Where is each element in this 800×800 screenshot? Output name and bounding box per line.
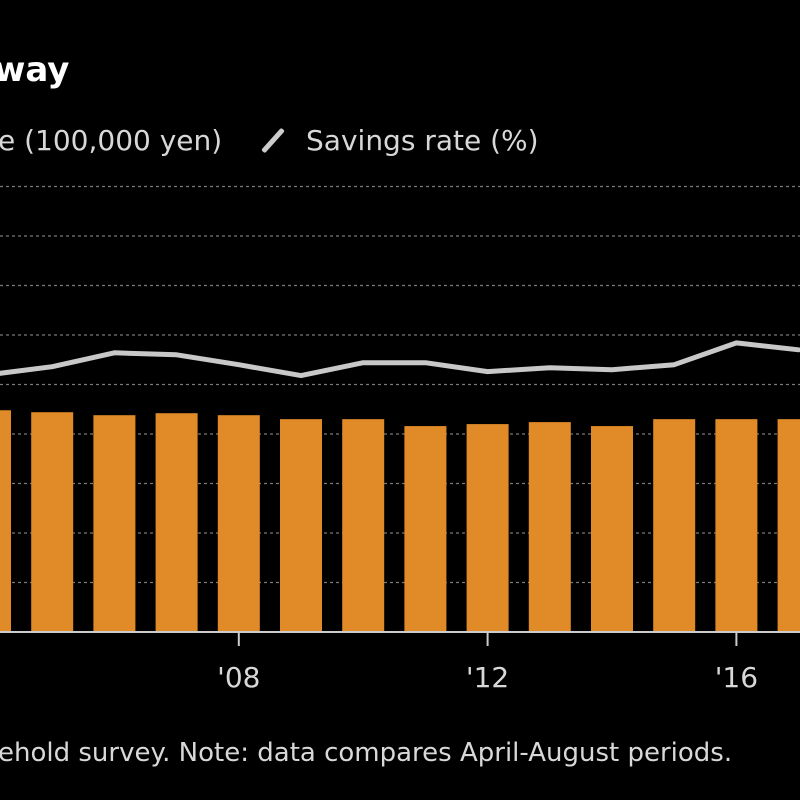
- x-tick-label-2012: '12: [466, 661, 509, 694]
- bar-2007: [155, 413, 198, 632]
- bar-2004: [0, 410, 11, 632]
- bar-2012: [466, 424, 509, 632]
- bar-2015: [653, 419, 696, 632]
- bar-2006: [93, 415, 136, 632]
- savings-rate-line: [0, 340, 800, 379]
- bar-2016: [715, 419, 758, 632]
- bar-2017: [777, 419, 800, 632]
- source-note: ehold survey. Note: data compares April-…: [0, 738, 733, 768]
- x-tick-label-2008: '08: [217, 661, 260, 694]
- bar-2013: [528, 422, 571, 632]
- x-tick-label-2016: '16: [715, 661, 758, 694]
- chart-legend: e (100,000 yen) Savings rate (%): [0, 122, 539, 157]
- x-tick-labels: 4'08'12'16: [217, 661, 758, 694]
- bar-2014: [591, 426, 633, 632]
- bar-2005: [31, 412, 74, 632]
- x-axis: [0, 631, 800, 646]
- legend-line-label: Savings rate (%): [306, 123, 539, 157]
- bar-2009: [280, 419, 322, 632]
- bar-series: [0, 410, 800, 632]
- bar-2010: [342, 419, 385, 632]
- chart-title: way: [0, 50, 70, 90]
- bar-2008: [217, 415, 260, 632]
- line-series: [0, 340, 800, 379]
- legend-bars-label: e (100,000 yen): [0, 123, 223, 157]
- bar-2011: [404, 426, 447, 632]
